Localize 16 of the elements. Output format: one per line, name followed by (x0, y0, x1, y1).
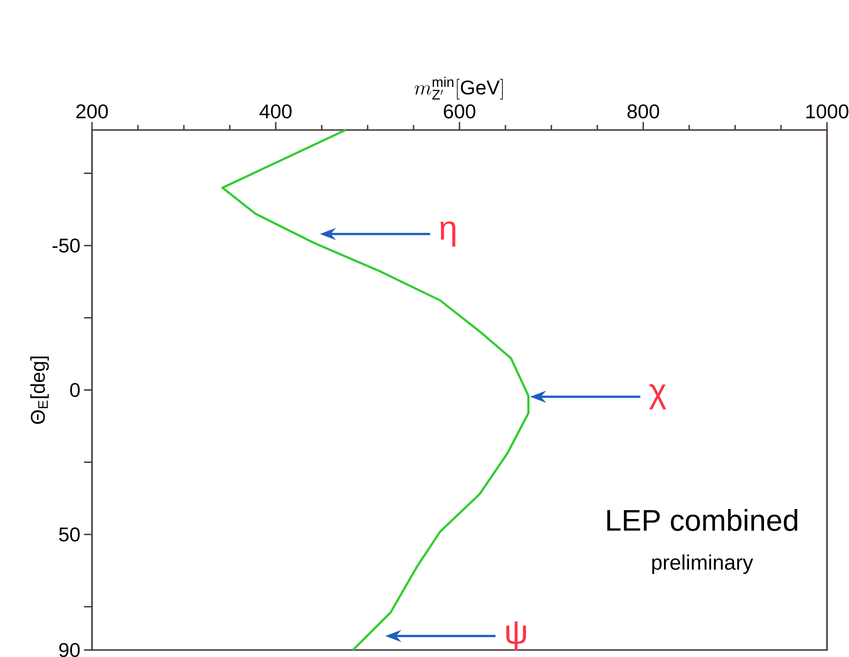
y-tick-label: 50 (59, 527, 80, 542)
x-tick-label: 200 (76, 104, 108, 118)
x-axis-title: $m^{\mathrm{min}}_{\mathrm{Z'}}[\mathrm{GeV}]$ (414, 76, 503, 100)
x-tick-label: 400 (260, 104, 292, 118)
y-axis-title: Θ$_{E}$[deg] (30, 356, 49, 424)
annotation: η (440, 221, 456, 247)
annotation: LEP combined (607, 509, 798, 531)
annotation: preliminary (652, 554, 754, 574)
annotation: χ (649, 384, 666, 410)
y-tick-label: -50 (52, 238, 80, 253)
x-tick-label: 800 (627, 104, 660, 118)
x-tick-label: 1000 (806, 104, 848, 118)
annotation: ψ (506, 621, 526, 651)
y-tick-label: 0 (70, 382, 80, 398)
y-tick-label: 90 (59, 642, 80, 657)
x-tick-label: 600 (444, 104, 476, 118)
